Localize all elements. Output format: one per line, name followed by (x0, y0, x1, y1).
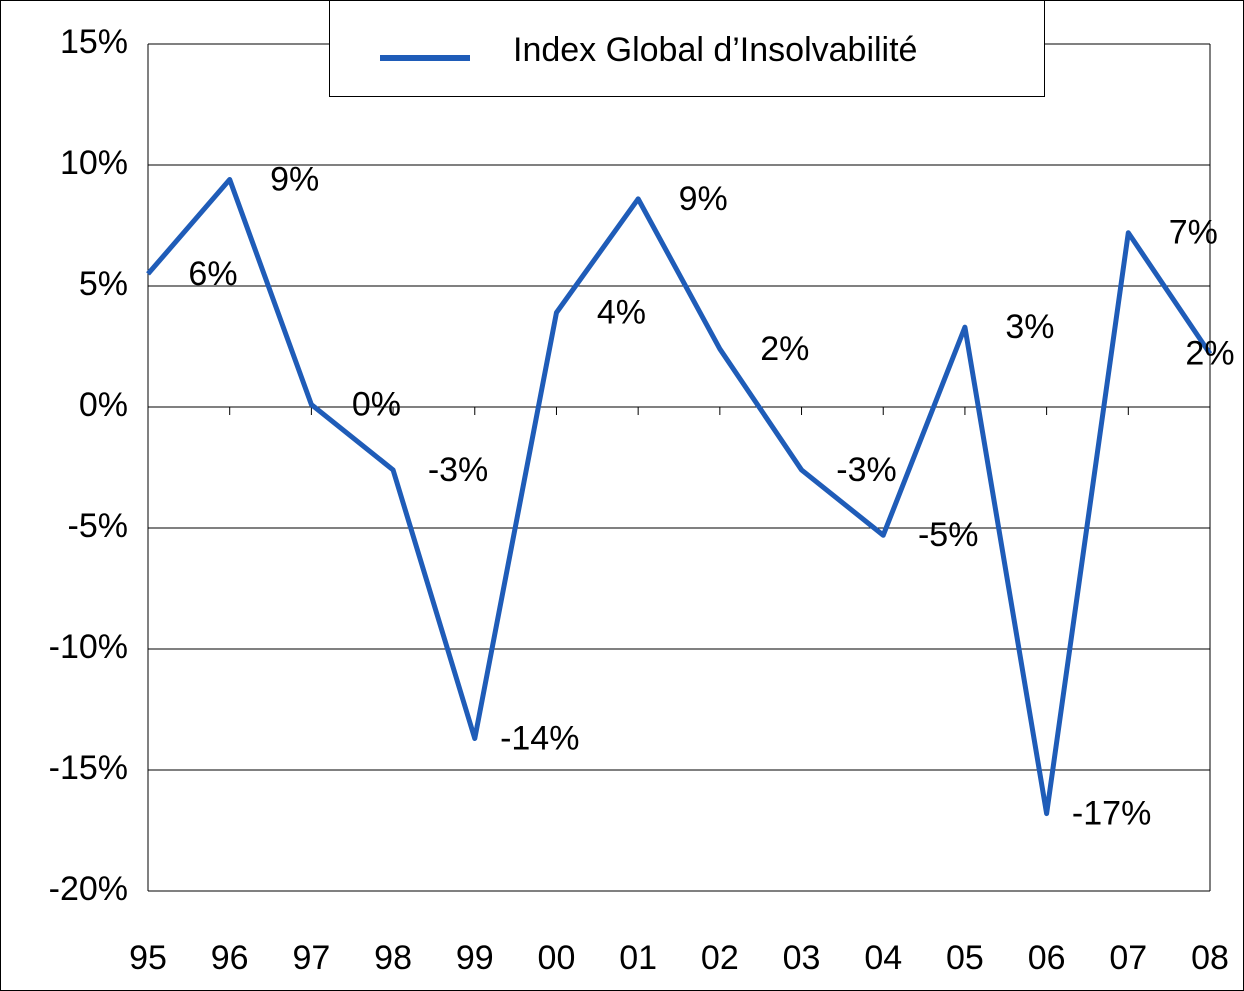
data-label: 9% (679, 180, 728, 218)
x-tick-label: 03 (783, 939, 821, 977)
data-label: -3% (428, 451, 488, 489)
y-tick-label: 15% (60, 23, 128, 61)
y-tick-label: -20% (49, 870, 128, 908)
x-tick-label: 08 (1191, 939, 1229, 977)
data-label: 6% (188, 255, 237, 293)
y-tick-label: 0% (79, 386, 128, 424)
x-tick-label: 02 (701, 939, 739, 977)
y-tick-label: 5% (79, 265, 128, 303)
data-label: 4% (597, 294, 646, 332)
x-tick-label: 99 (456, 939, 494, 977)
x-tick-label: 06 (1028, 939, 1066, 977)
x-tick-label: 98 (374, 939, 412, 977)
x-tick-label: 97 (292, 939, 330, 977)
x-tick-label: 95 (129, 939, 167, 977)
data-label: 3% (1005, 308, 1054, 346)
data-label: -14% (500, 720, 579, 758)
y-tick-label: -5% (68, 507, 128, 545)
data-label: 0% (352, 386, 401, 424)
x-tick-label: 07 (1109, 939, 1147, 977)
data-label: -5% (918, 516, 978, 554)
x-tick-label: 01 (619, 939, 657, 977)
data-label: -3% (836, 451, 896, 489)
line (146, 177, 1213, 817)
x-tick-label: 96 (211, 939, 249, 977)
y-tick-label: -10% (49, 628, 128, 666)
data-label: -17% (1072, 795, 1151, 833)
data-label: 2% (1185, 335, 1234, 373)
data-label: 9% (270, 161, 319, 199)
x-tick-label: 00 (538, 939, 576, 977)
legend-label: Index Global d’Insolvabilité (513, 31, 917, 69)
x-tick-label: 04 (864, 939, 902, 977)
y-tick-label: 10% (60, 144, 128, 182)
legend-box (329, 0, 1045, 97)
y-tick-label: -15% (49, 749, 128, 787)
data-label: 2% (760, 330, 809, 368)
x-tick-label: 05 (946, 939, 984, 977)
data-label: 7% (1169, 214, 1218, 252)
